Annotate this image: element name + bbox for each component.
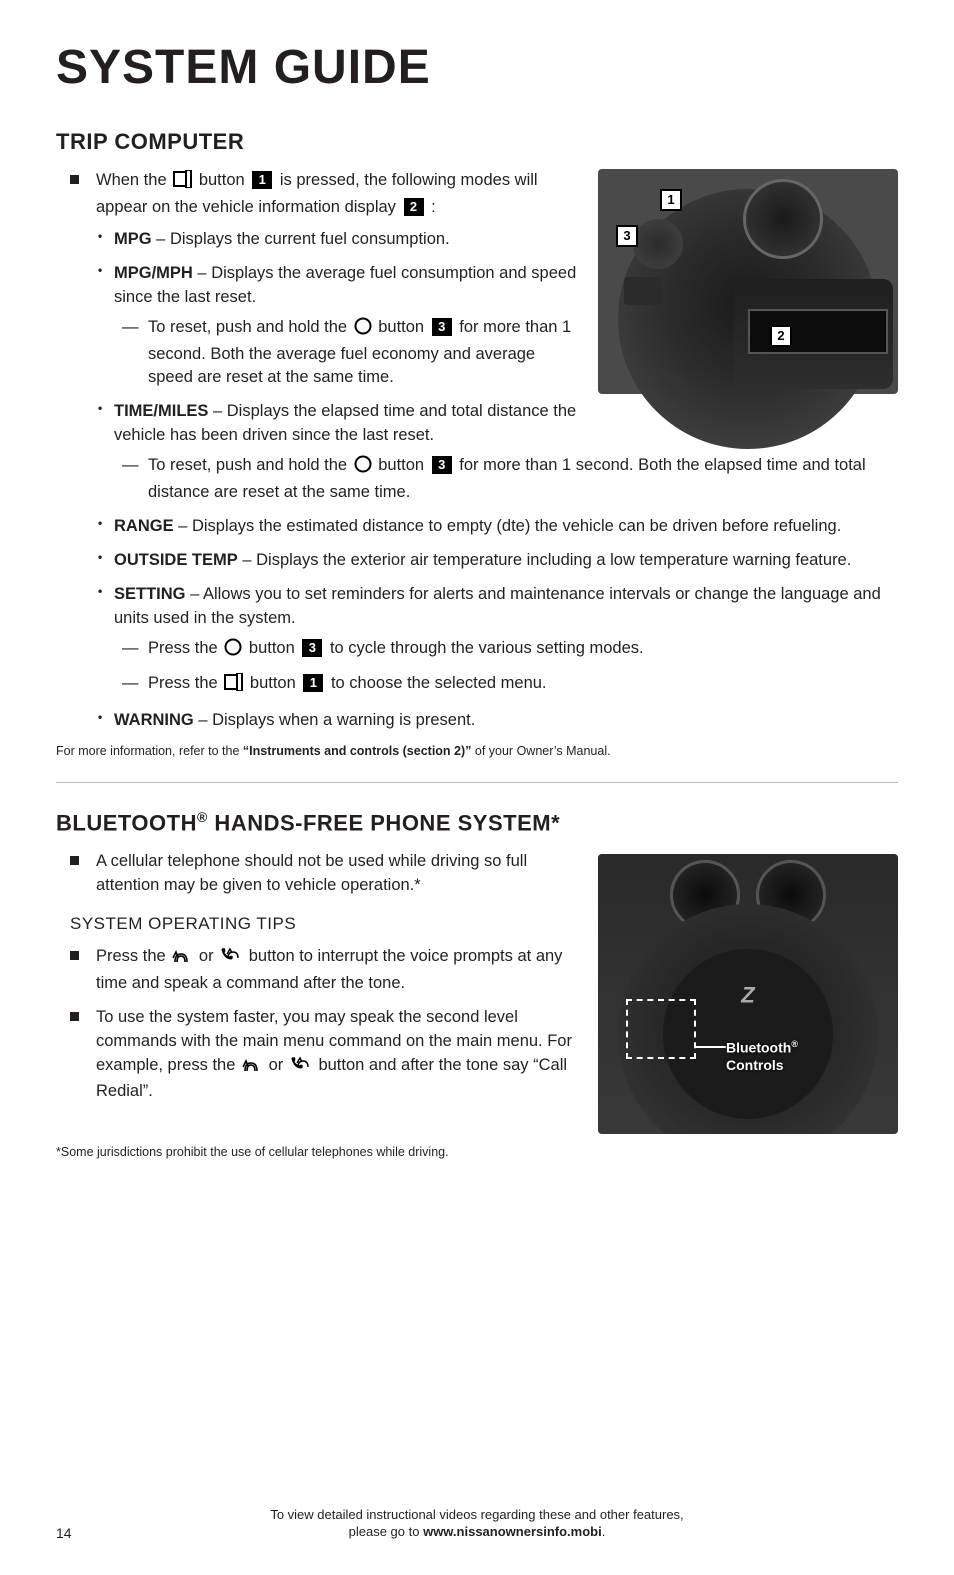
badge-2: 2 <box>404 198 424 216</box>
bluetooth-heading: BLUETOOTH® HANDS-FREE PHONE SYSTEM* <box>56 809 898 836</box>
trip-heading: TRIP COMPUTER <box>56 129 898 155</box>
range-item: RANGE – Displays the estimated distance … <box>96 515 898 539</box>
section-divider <box>56 782 898 783</box>
mpgmph-item: MPG/MPH – Displays the average fuel cons… <box>96 262 898 391</box>
circle-button-icon <box>354 317 372 343</box>
trip-computer-section: TRIP COMPUTER 1 3 2 When the button 1 is… <box>56 129 898 760</box>
badge-1: 1 <box>252 171 272 189</box>
square-button-icon <box>224 673 243 699</box>
timemiles-reset: To reset, push and hold the button 3 for… <box>114 454 898 505</box>
setting-item: SETTING – Allows you to set reminders fo… <box>96 583 898 699</box>
setting-choose: Press the button 1 to choose the selecte… <box>114 672 898 699</box>
square-button-icon <box>173 170 192 196</box>
setting-cycle: Press the button 3 to cycle through the … <box>114 637 898 664</box>
bluetooth-section: BLUETOOTH® HANDS-FREE PHONE SYSTEM* Z Bl… <box>56 809 898 1162</box>
bt-disclaimer: *Some jurisdictions prohibit the use of … <box>56 1144 898 1162</box>
circle-button-icon <box>354 455 372 481</box>
footer: To view detailed instructional videos re… <box>56 1506 898 1541</box>
timemiles-item: TIME/MILES – Displays the elapsed time a… <box>96 400 898 505</box>
bluetooth-controls-highlight <box>626 999 696 1059</box>
warning-item: WARNING – Displays when a warning is pre… <box>96 709 898 733</box>
trip-fineprint: For more information, refer to the “Inst… <box>56 743 898 761</box>
mpg-item: MPG – Displays the current fuel consumpt… <box>96 228 898 252</box>
bt-tip1: Press the or button to interrupt the voi… <box>56 945 898 996</box>
voice-icon <box>172 948 192 972</box>
z-badge-icon: Z <box>741 983 754 1009</box>
voice-icon <box>242 1057 262 1081</box>
mpgmph-reset: To reset, push and hold the button 3 for… <box>114 316 898 391</box>
phone-voice-icon <box>220 946 242 972</box>
circle-button-icon <box>224 638 242 664</box>
bt-intro: A cellular telephone should not be used … <box>56 850 898 898</box>
badge-1: 1 <box>303 674 323 692</box>
badge-3: 3 <box>432 318 452 336</box>
temp-item: OUTSIDE TEMP – Displays the exterior air… <box>96 549 898 573</box>
badge-3: 3 <box>302 639 322 657</box>
trip-intro: When the button 1 is pressed, the follow… <box>56 169 898 733</box>
bluetooth-controls-label: Bluetooth® Controls <box>726 1039 798 1073</box>
phone-voice-icon <box>290 1055 312 1081</box>
page-title: SYSTEM GUIDE <box>56 40 898 95</box>
badge-3: 3 <box>432 456 452 474</box>
